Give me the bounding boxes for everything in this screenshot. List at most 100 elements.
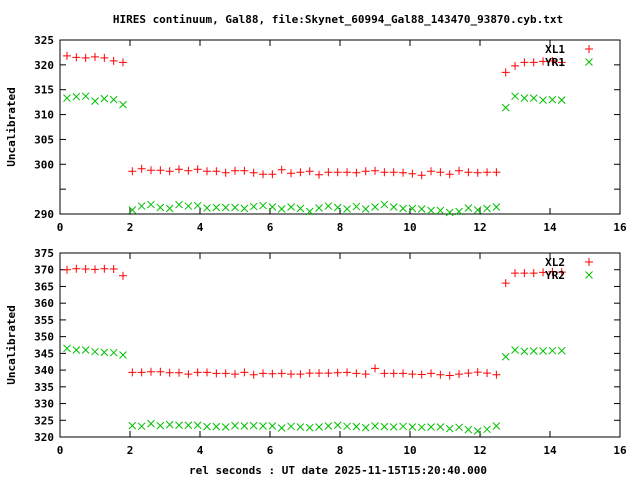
data-point <box>520 269 529 278</box>
data-point <box>315 423 323 431</box>
x-tick-label: 6 <box>267 221 274 234</box>
y-tick-label: 370 <box>34 264 54 277</box>
data-point <box>212 167 221 176</box>
data-point <box>548 95 557 104</box>
data-point <box>557 268 566 277</box>
data-point <box>81 92 90 101</box>
data-point <box>165 368 174 377</box>
data-point <box>380 168 389 177</box>
data-point <box>193 368 202 377</box>
data-point <box>119 100 127 109</box>
data-point <box>361 167 370 176</box>
data-point <box>520 347 529 356</box>
data-point <box>464 425 473 434</box>
data-point <box>193 421 202 430</box>
data-point <box>455 207 463 216</box>
data-point <box>109 95 118 104</box>
data-point <box>483 168 492 177</box>
data-point <box>249 202 258 211</box>
data-point <box>81 265 90 274</box>
x-tick-label: 8 <box>337 444 344 457</box>
data-point <box>100 264 109 273</box>
data-point <box>511 92 519 101</box>
data-point <box>464 204 473 212</box>
data-point <box>455 370 464 379</box>
data-point <box>361 370 370 379</box>
data-point <box>371 203 379 211</box>
data-point <box>408 423 417 431</box>
data-point <box>427 206 435 215</box>
data-point <box>315 170 324 179</box>
data-point <box>361 205 370 213</box>
x-tick-label: 10 <box>403 221 416 234</box>
data-point <box>287 370 296 379</box>
data-point <box>305 207 314 216</box>
data-point <box>128 206 137 214</box>
y-tick-label: 350 <box>34 331 54 344</box>
data-point <box>156 203 165 212</box>
data-point <box>81 346 90 354</box>
data-point <box>352 202 361 211</box>
x-tick-label: 12 <box>473 444 486 457</box>
x-tick-label: 0 <box>57 221 64 234</box>
legend-label: XL2 <box>545 256 565 269</box>
x-tick-label: 4 <box>197 444 204 457</box>
data-point <box>91 347 99 356</box>
data-point <box>277 369 286 378</box>
x-tick-label: 8 <box>337 221 344 234</box>
data-point <box>352 369 361 378</box>
data-point <box>137 202 146 210</box>
data-point <box>483 204 491 213</box>
data-point <box>259 201 267 210</box>
data-point <box>231 203 239 212</box>
data-point <box>492 370 501 379</box>
data-point <box>240 204 249 213</box>
data-point <box>305 423 314 432</box>
data-point <box>240 368 249 377</box>
data-point <box>249 421 258 430</box>
data-point <box>492 203 501 211</box>
data-point <box>492 422 501 430</box>
data-point <box>277 165 286 174</box>
x-tick-label: 10 <box>403 444 416 457</box>
data-point <box>501 279 510 288</box>
series-XL1 <box>63 45 593 180</box>
data-point <box>137 422 146 431</box>
y-tick-label: 335 <box>34 381 54 394</box>
data-point <box>408 169 417 178</box>
data-point <box>240 166 249 175</box>
data-point <box>557 58 566 67</box>
legend-label: YR2 <box>545 269 565 282</box>
data-point <box>473 206 482 214</box>
data-point <box>268 203 277 211</box>
data-point <box>231 421 239 430</box>
data-point <box>72 264 81 273</box>
data-point <box>436 168 445 177</box>
data-point <box>380 369 389 378</box>
data-point <box>175 165 184 174</box>
data-point <box>184 202 193 210</box>
data-point <box>184 166 193 175</box>
data-point <box>539 57 548 66</box>
x-tick-label: 16 <box>613 444 627 457</box>
data-point <box>100 53 109 62</box>
y-tick-label: 375 <box>34 247 54 260</box>
data-point <box>417 205 426 213</box>
plot-frame <box>59 252 621 438</box>
data-point <box>296 423 305 431</box>
data-point <box>240 422 249 430</box>
data-point <box>389 168 398 177</box>
y-tick-label: 330 <box>34 398 54 411</box>
data-point <box>417 171 426 180</box>
data-point <box>175 200 183 209</box>
y-tick-label: 320 <box>34 431 54 444</box>
data-point <box>175 368 184 377</box>
data-point <box>147 419 155 428</box>
data-point <box>137 164 146 173</box>
data-point <box>501 103 510 112</box>
data-point <box>315 204 323 212</box>
data-point <box>231 370 240 379</box>
data-point <box>212 203 221 212</box>
data-point <box>427 423 435 431</box>
